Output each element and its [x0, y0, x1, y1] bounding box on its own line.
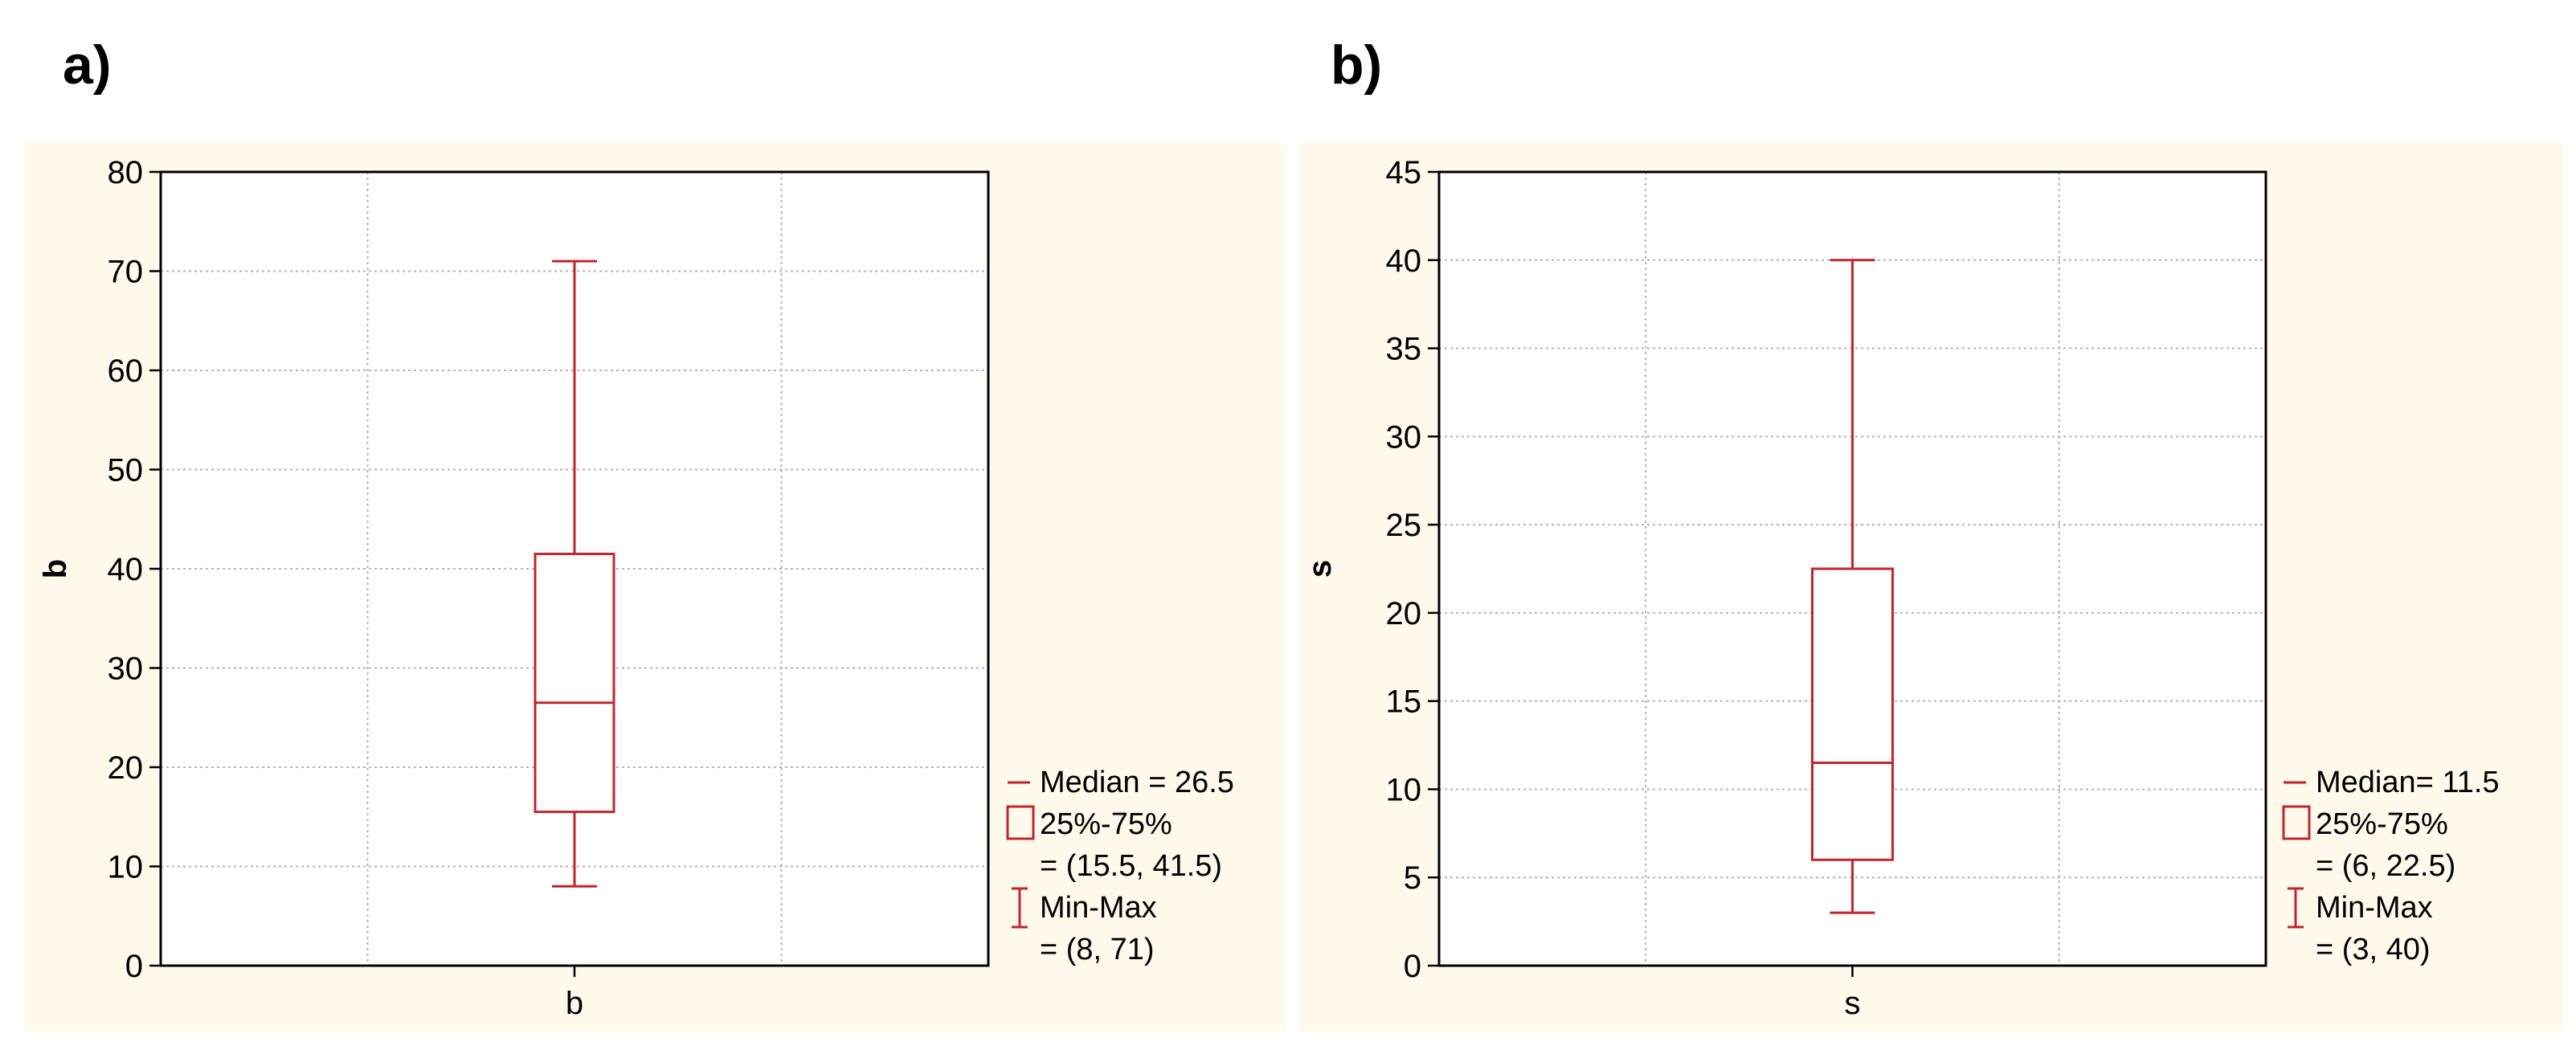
box-plot-b: 0 5 10 15 20 25 30 35 40 45 s s Median= 11.5 25%-75% =…: [1302, 155, 2500, 1021]
legend-iqr-value: = (15.5, 41.5): [1040, 849, 1222, 883]
legend-median-label: Median = 26.5: [1040, 766, 1234, 799]
legend-box-swatch: [2282, 805, 2311, 840]
x-tick-label: s: [1845, 986, 1861, 1021]
y-tick-label: 5: [1404, 860, 1421, 896]
y-tick-label: 50: [108, 453, 144, 488]
y-tick-label: 20: [108, 750, 144, 786]
legend-median-label: Median= 11.5: [2316, 766, 2500, 799]
legend-box-swatch: [1006, 805, 1035, 840]
y-tick-label: 25: [1386, 508, 1422, 543]
y-tick-label: 0: [125, 949, 143, 984]
y-tick-label: 80: [108, 155, 144, 190]
y-tick-label: 60: [108, 353, 144, 389]
y-tick-label: 40: [108, 552, 144, 587]
y-tick-label: 45: [1386, 155, 1422, 190]
legend-range-value: = (3, 40): [2316, 933, 2431, 966]
legend-iqr-value: = (6, 22.5): [2316, 849, 2455, 883]
legend-range-label: Min-Max: [2316, 891, 2433, 925]
y-tick-label: 30: [108, 652, 144, 687]
x-tick-label: b: [566, 986, 583, 1021]
y-tick-label: 10: [108, 850, 144, 885]
y-tick-label: 35: [1386, 332, 1422, 367]
chart-panel-a: 0 10 20 30 40 50 60 70 80 b b Median = 26.5 25%-75% =…: [24, 143, 1286, 1032]
legend-range-label: Min-Max: [1040, 891, 1157, 925]
box-plot-a: 0 10 20 30 40 50 60 70 80 b b Median = 26.5 25%-75% =…: [38, 155, 1234, 1021]
panel-a-label: a): [63, 35, 112, 96]
y-tick-label: 15: [1386, 684, 1422, 720]
legend-iqr-label: 25%-75%: [1040, 807, 1172, 841]
y-axis-label: b: [38, 559, 73, 578]
y-tick-label: 10: [1386, 772, 1422, 807]
y-tick-label: 70: [108, 255, 144, 290]
y-tick-label: 0: [1404, 949, 1421, 984]
y-axis-label: s: [1302, 560, 1338, 578]
panel-b-label: b): [1331, 35, 1383, 96]
y-tick-label: 30: [1386, 419, 1422, 455]
legend-iqr-label: 25%-75%: [2316, 807, 2448, 841]
y-tick-label: 20: [1386, 596, 1422, 631]
legend-range-value: = (8, 71): [1040, 933, 1155, 966]
y-tick-label: 40: [1386, 243, 1422, 279]
iqr-box: [1811, 567, 1894, 861]
iqr-box: [534, 552, 615, 814]
chart-panel-b: 0 5 10 15 20 25 30 35 40 45 s s Median= 11.5 25%-75% =…: [1300, 143, 2563, 1032]
